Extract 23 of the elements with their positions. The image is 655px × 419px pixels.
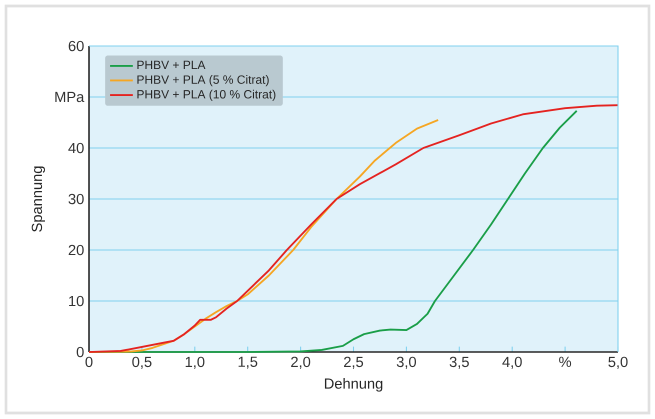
y-tick-label: 30 (68, 194, 84, 204)
x-tick-label: 0 (85, 356, 92, 368)
x-tick-label: 1,5 (238, 356, 258, 369)
x-tick-label: 0,5 (132, 356, 152, 369)
y-tick-label: MPa (55, 92, 84, 102)
x-tick-label: 1,0 (186, 356, 204, 369)
x-tick-label: 5,0 (608, 356, 628, 369)
legend-label: PHBV + PLA (137, 60, 206, 70)
y-tick-label: 10 (69, 296, 84, 306)
x-tick-label: % (559, 356, 572, 367)
x-tick-label: 4,0 (502, 356, 522, 369)
y-tick-label: 20 (68, 244, 84, 256)
y-tick-label: 0 (76, 346, 84, 358)
legend-label: PHBV + PLA (5 % Citrat) (137, 75, 269, 86)
legend-label: PHBV + PLA (10 % Citrat) (137, 90, 276, 101)
x-tick-label: 2,0 (291, 356, 310, 369)
x-tick-label: 3,0 (396, 356, 416, 369)
y-tick-label: 40 (68, 142, 84, 154)
y-axis-title: Spannung (32, 166, 45, 232)
y-tick-label: 60 (68, 40, 84, 52)
x-tick-label: 3,5 (450, 356, 469, 369)
x-axis-title: Dehnung (324, 378, 382, 392)
x-tick-label: 2,5 (344, 356, 364, 369)
